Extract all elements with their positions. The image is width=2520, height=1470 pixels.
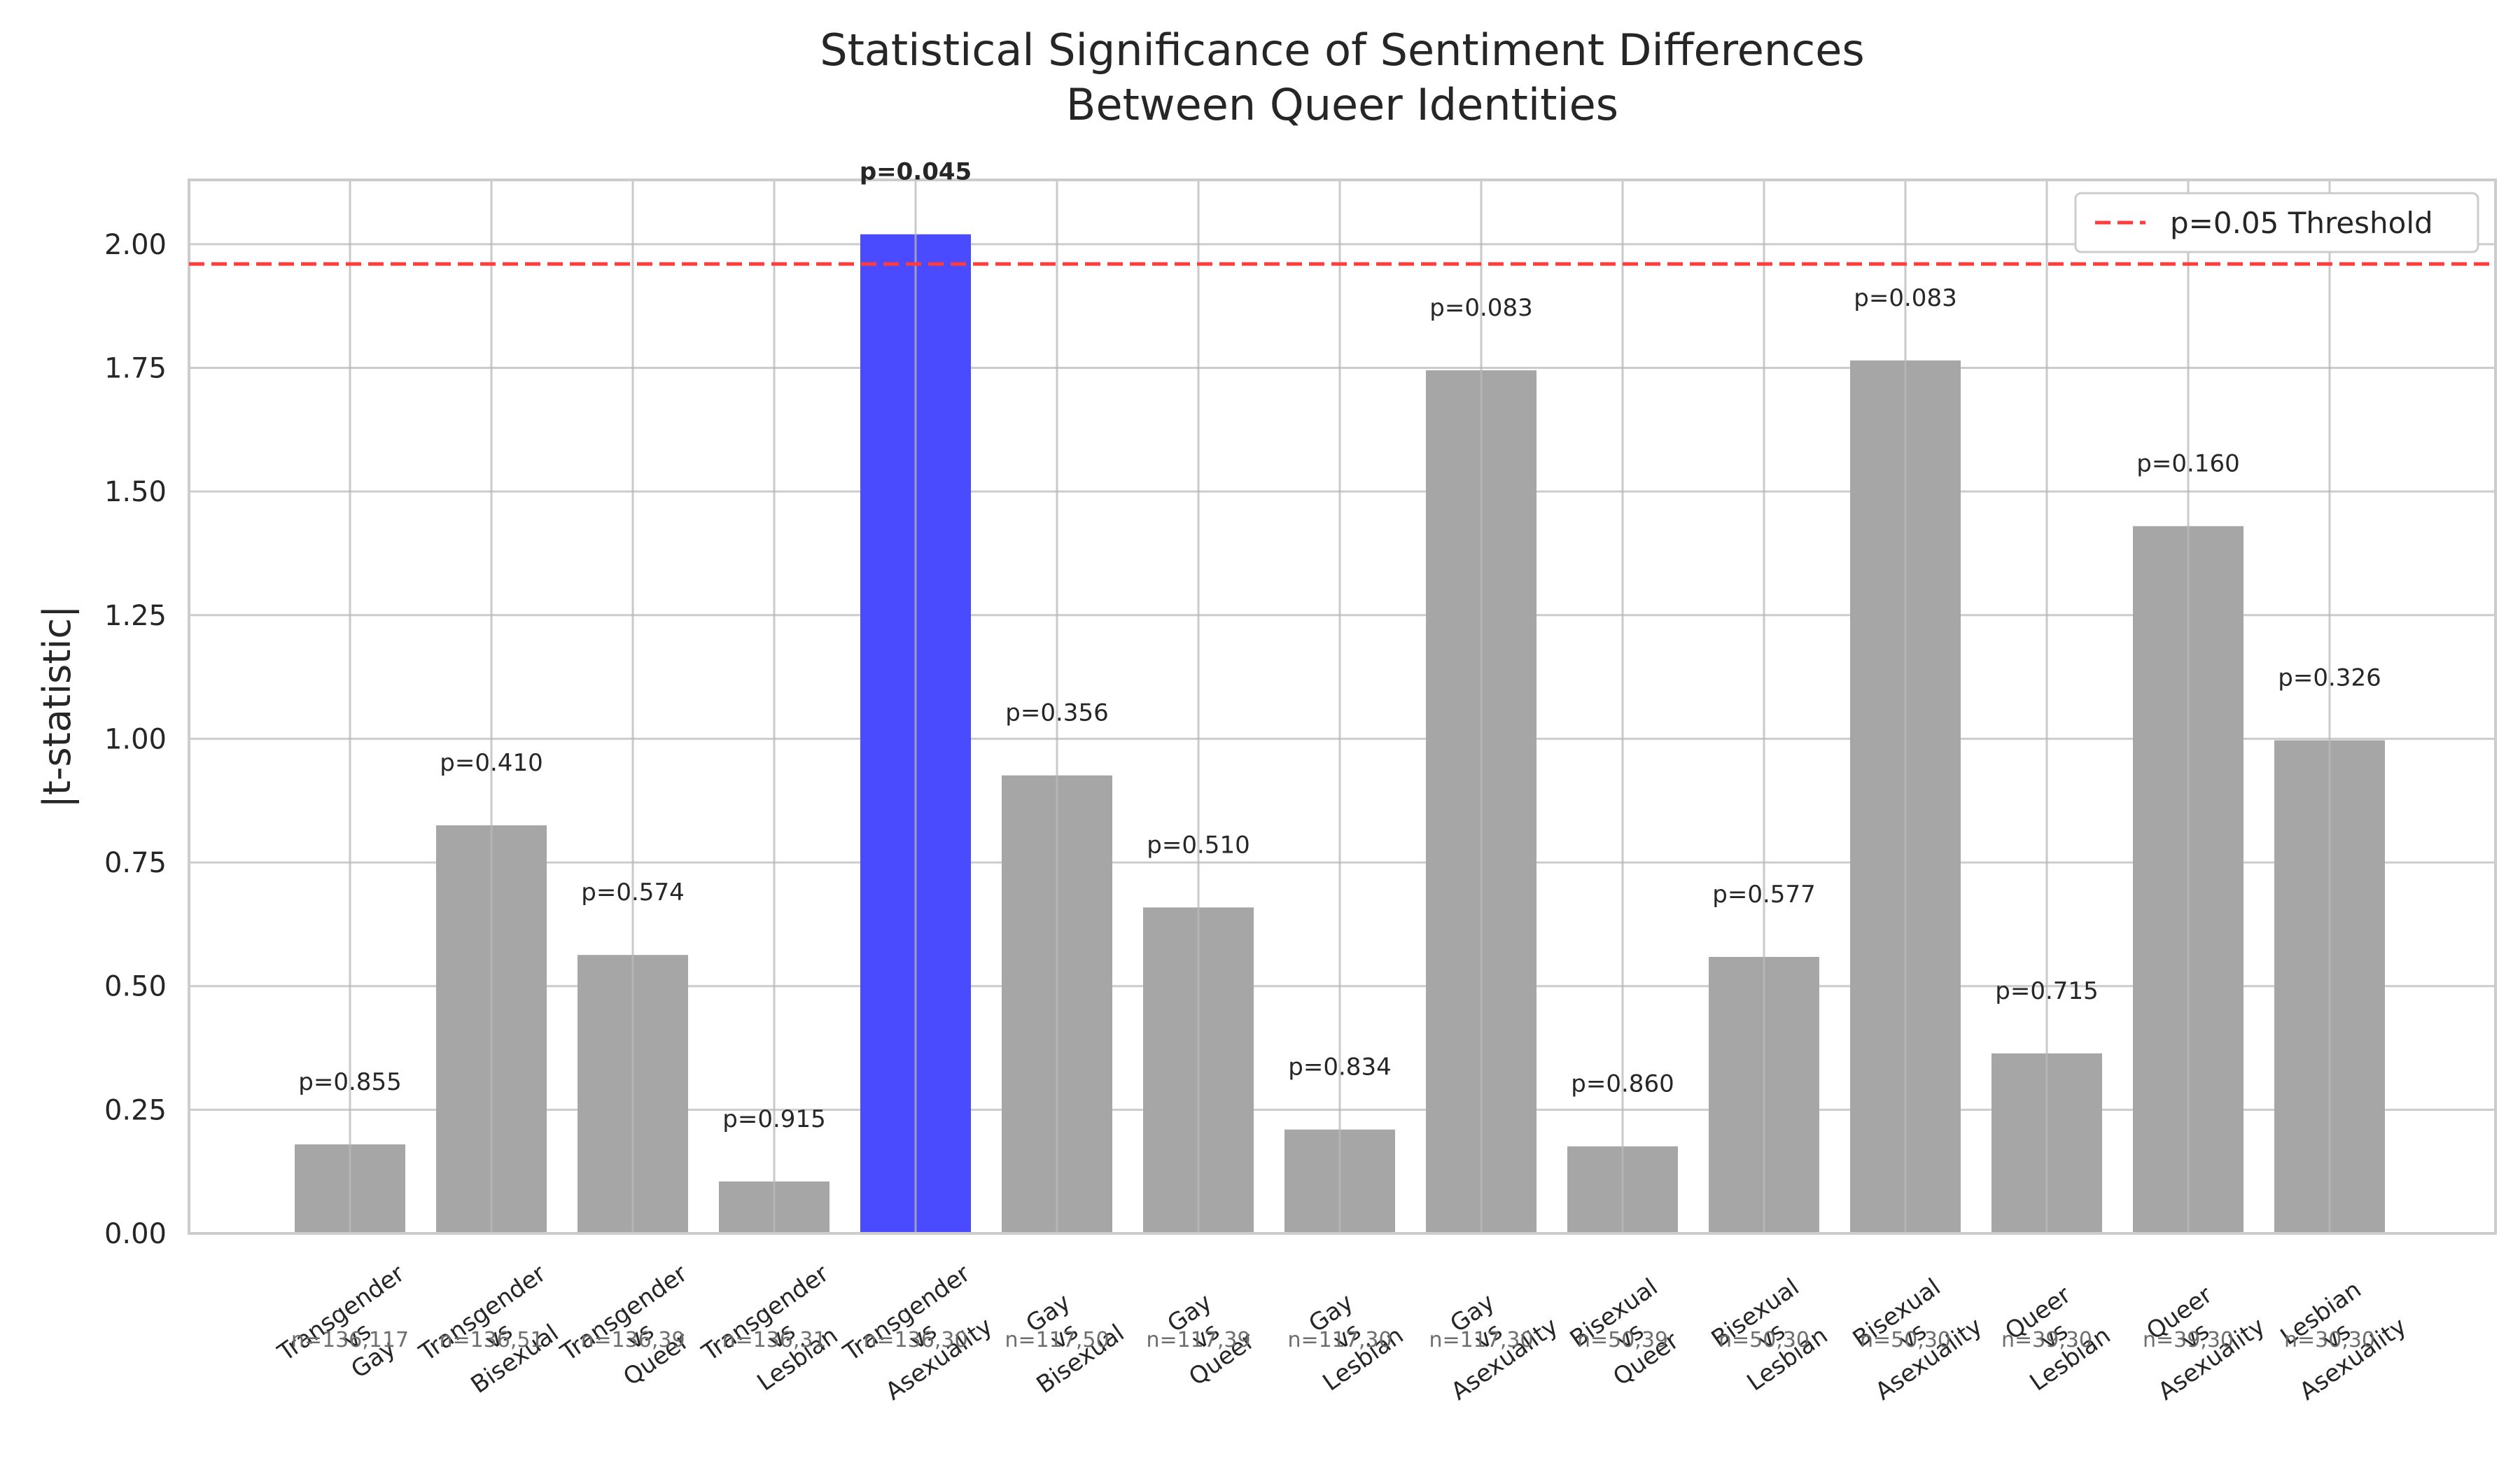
sample-size-label: n=39,30 — [2143, 1328, 2234, 1352]
legend-threshold-label: p=0.05 Threshold — [2170, 206, 2433, 240]
sample-size-label: n=136,39 — [580, 1328, 685, 1352]
sample-size-label: n=136,117 — [291, 1328, 409, 1352]
y-tick-label: 2.00 — [104, 229, 167, 261]
p-value-label: p=0.915 — [722, 1105, 825, 1133]
sample-size-label: n=50,30 — [1718, 1328, 1809, 1352]
sample-size-label: n=39,30 — [2001, 1328, 2092, 1352]
p-value-label: p=0.326 — [2278, 664, 2381, 692]
chart-title-line: Between Queer Identities — [1066, 79, 1618, 130]
sample-size-label: n=50,30 — [1860, 1328, 1951, 1352]
chart-title-line: Statistical Significance of Sentiment Di… — [820, 24, 1864, 76]
legend-box — [2074, 192, 2479, 253]
y-tick-label: 0.50 — [104, 971, 167, 1003]
sample-size-label: n=136,30 — [863, 1328, 967, 1352]
p-value-label: p=0.855 — [298, 1068, 401, 1096]
y-tick-labels: 0.00 0.25 0.50 0.75 1.00 1.25 1.50 1.75 2.00 — [104, 229, 167, 1250]
sample-size-label: n=136,51 — [439, 1328, 543, 1352]
p-value-label: p=0.083 — [1429, 294, 1532, 322]
p-value-label: p=0.577 — [1712, 881, 1815, 909]
y-tick-label: 0.75 — [104, 847, 167, 879]
p-value-label: p=0.356 — [1005, 699, 1108, 727]
y-tick-label: 1.50 — [104, 476, 167, 508]
y-tick-label: 0.25 — [104, 1094, 167, 1126]
sample-size-label: n=117,30 — [1287, 1328, 1392, 1352]
y-tick-label: 1.75 — [104, 352, 167, 384]
p-value-labels: p=0.855 p=0.410 p=0.574 p=0.915 p=0.045 p=0.3… — [298, 158, 2381, 1133]
grid — [189, 243, 2496, 1235]
sample-size-label: n=117,50 — [1004, 1328, 1109, 1352]
p-value-label: p=0.715 — [1995, 977, 2098, 1005]
p-value-label: p=0.834 — [1288, 1054, 1391, 1082]
p-value-label: p=0.083 — [1854, 284, 1956, 312]
p-value-label: p=0.045 — [860, 158, 972, 186]
chart-title: Statistical Significance of Sentiment Di… — [820, 24, 1864, 130]
y-tick-label: 1.25 — [104, 600, 167, 632]
p-value-label: p=0.860 — [1571, 1070, 1674, 1098]
p-value-label: p=0.160 — [2136, 450, 2239, 478]
sample-size-label: n=30,30 — [2284, 1328, 2375, 1352]
sample-size-label: n=117,30 — [1429, 1328, 1533, 1352]
legend: p=0.05 Threshold — [2074, 192, 2479, 253]
sample-size-label: n=136,31 — [722, 1328, 826, 1352]
p-value-label: p=0.410 — [440, 749, 542, 777]
p-value-label: p=0.510 — [1147, 831, 1250, 859]
p-value-label: p=0.574 — [581, 878, 684, 906]
sample-size-labels: n=136,117 n=136,51 n=136,39 n=136,31 n=136,3… — [291, 1328, 2375, 1352]
plot-frame — [188, 178, 2497, 1235]
sample-size-label: n=50,39 — [1577, 1328, 1668, 1352]
sample-size-label: n=117,39 — [1146, 1328, 1250, 1352]
y-tick-label: 0.00 — [104, 1218, 167, 1250]
vertical-grid — [349, 180, 2331, 1233]
y-axis-label: |t-statistic| — [35, 606, 79, 808]
y-tick-label: 1.00 — [104, 723, 167, 755]
